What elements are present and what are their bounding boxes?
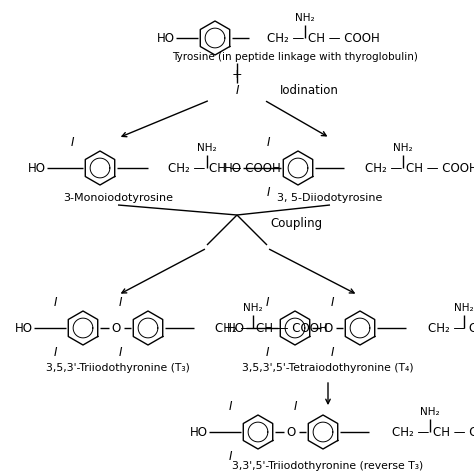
Text: I: I: [70, 137, 74, 149]
Text: 3,5,3',5'-Tetraiodothyronine (T₄): 3,5,3',5'-Tetraiodothyronine (T₄): [242, 363, 414, 373]
Text: I: I: [265, 347, 269, 359]
Text: HO: HO: [157, 31, 175, 44]
Text: Tyrosine (in peptide linkage with thyroglobulin): Tyrosine (in peptide linkage with thyrog…: [172, 52, 418, 62]
Text: NH₂: NH₂: [295, 13, 315, 23]
Text: Coupling: Coupling: [270, 217, 322, 229]
Text: NH₂: NH₂: [197, 143, 217, 153]
Text: I: I: [330, 347, 334, 359]
Text: I: I: [53, 347, 57, 359]
Text: I: I: [228, 400, 232, 414]
Text: I: I: [266, 187, 270, 199]
Text: NH₂: NH₂: [420, 407, 440, 417]
Text: 3-Monoiodotyrosine: 3-Monoiodotyrosine: [63, 193, 173, 203]
Text: CH₂ — CH — COOH: CH₂ — CH — COOH: [365, 161, 474, 175]
Text: O: O: [111, 321, 120, 335]
Text: HO: HO: [227, 321, 245, 335]
Text: +: +: [232, 69, 242, 81]
Text: CH₂ — CH — COOH: CH₂ — CH — COOH: [428, 321, 474, 335]
Text: CH₂ — CH — COOH: CH₂ — CH — COOH: [215, 321, 328, 335]
Text: 3, 5-Diiodotyrosine: 3, 5-Diiodotyrosine: [277, 193, 383, 203]
Text: I: I: [265, 297, 269, 309]
Text: I: I: [235, 85, 239, 98]
Text: I: I: [118, 347, 122, 359]
Text: HO: HO: [15, 321, 33, 335]
Text: I: I: [266, 137, 270, 149]
Text: HO: HO: [28, 161, 46, 175]
Text: 3,3',5'-Triiodothyronine (reverse T₃): 3,3',5'-Triiodothyronine (reverse T₃): [232, 461, 424, 471]
Text: O: O: [323, 321, 333, 335]
Text: CH₂ — CH — COOH: CH₂ — CH — COOH: [267, 31, 380, 44]
Text: I: I: [118, 297, 122, 309]
Text: I: I: [330, 297, 334, 309]
Text: NH₂: NH₂: [243, 303, 263, 313]
Text: I: I: [293, 400, 297, 414]
Text: HO: HO: [224, 161, 242, 175]
Text: 3,5,3'-Triiodothyronine (T₃): 3,5,3'-Triiodothyronine (T₃): [46, 363, 190, 373]
Text: NH₂: NH₂: [393, 143, 413, 153]
Text: Iodination: Iodination: [280, 85, 339, 98]
Text: CH₂ — CH — COOH: CH₂ — CH — COOH: [392, 426, 474, 438]
Text: NH₂: NH₂: [454, 303, 474, 313]
Text: O: O: [286, 426, 296, 438]
Text: CH₂ — CH — COOH: CH₂ — CH — COOH: [168, 161, 281, 175]
Text: I: I: [53, 297, 57, 309]
Text: HO: HO: [190, 426, 208, 438]
Text: I: I: [228, 450, 232, 464]
